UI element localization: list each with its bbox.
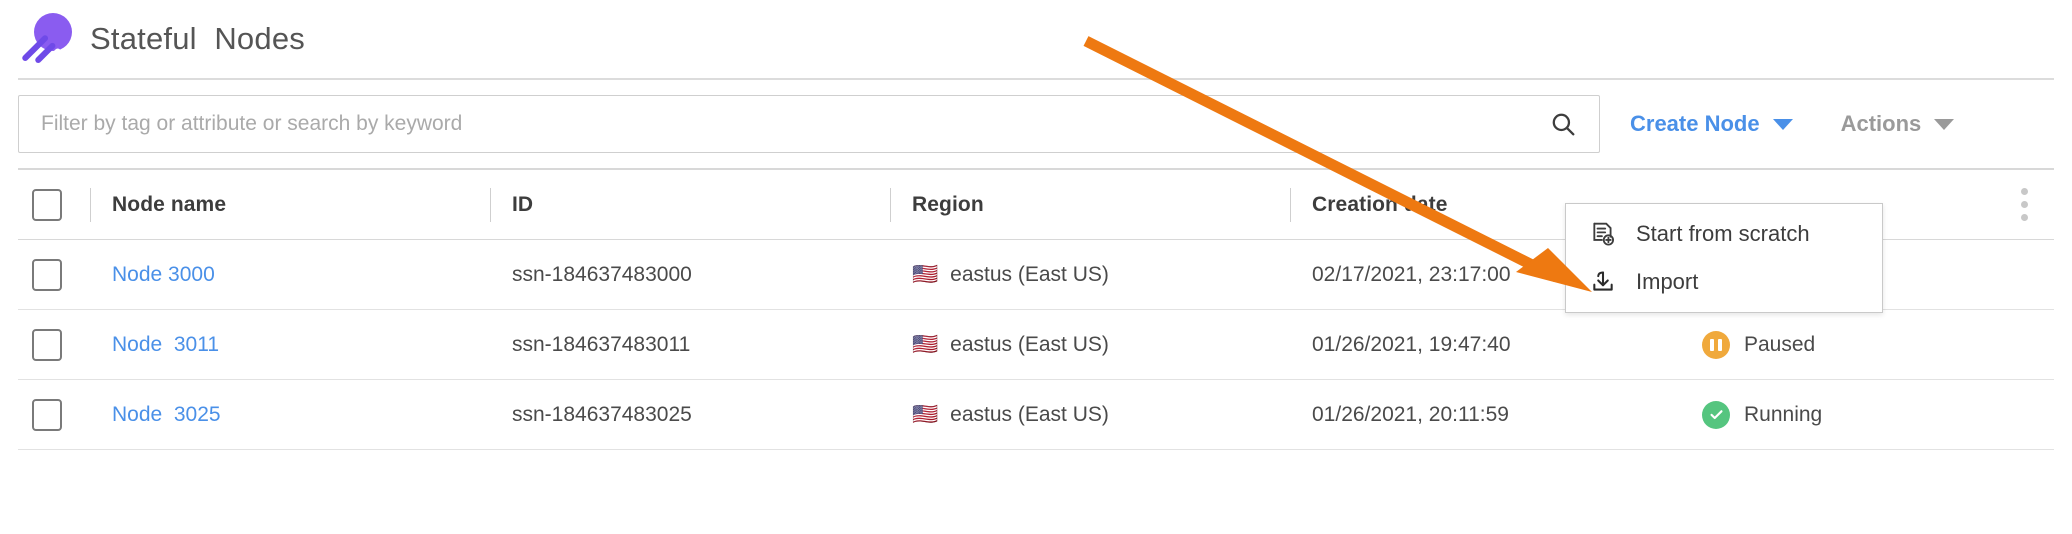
row-select-cell (18, 380, 90, 449)
header-divider (18, 78, 2054, 80)
menu-item-label: Import (1636, 269, 1699, 294)
cell-node-id: ssn-184637483025 (512, 402, 692, 426)
row-select-cell (18, 240, 90, 309)
import-icon (1588, 267, 1618, 297)
create-node-label: Create Node (1630, 111, 1760, 136)
more-options-icon[interactable] (2020, 188, 2028, 221)
chevron-down-icon (1934, 118, 1955, 130)
select-all-checkbox[interactable] (32, 188, 62, 221)
row-checkbox[interactable] (32, 398, 62, 431)
us-flag-icon: 🇺🇸 (912, 403, 939, 426)
column-header-region[interactable]: Region (890, 170, 1290, 239)
menu-item-import[interactable]: Import (1566, 258, 1882, 306)
chevron-down-icon (1772, 118, 1793, 130)
cell-node-id: ssn-184637483000 (512, 262, 692, 286)
search-icon[interactable] (1550, 111, 1576, 137)
status-badge: Running (1744, 402, 1823, 426)
status-running-icon (1702, 400, 1730, 429)
document-add-icon (1588, 219, 1618, 249)
comet-logo-icon (18, 10, 76, 68)
cell-region: 🇺🇸 eastus (East US) (912, 262, 1109, 286)
select-all-cell (18, 170, 90, 239)
page-header: Stateful Nodes (0, 0, 2072, 78)
cell-region: 🇺🇸 eastus (East US) (912, 402, 1109, 426)
row-options-cell (1994, 240, 2054, 309)
row-checkbox[interactable] (32, 328, 62, 361)
cell-node-name: Node 3011 (90, 310, 490, 379)
actions-button[interactable]: Actions (1841, 111, 1955, 137)
row-checkbox[interactable] (32, 258, 62, 291)
us-flag-icon: 🇺🇸 (912, 333, 939, 356)
us-flag-icon: 🇺🇸 (912, 263, 939, 286)
cell-node-id: ssn-184637483011 (512, 332, 691, 356)
nodes-table: Node name ID Region Creation date Node 3… (18, 168, 2054, 450)
row-options-cell (1994, 310, 2054, 379)
cell-region: 🇺🇸 eastus (East US) (912, 332, 1109, 356)
page-title: Stateful Nodes (90, 21, 305, 56)
actions-label: Actions (1840, 111, 1922, 136)
cell-creation-date: 01/26/2021, 19:47:40 (1312, 332, 1511, 356)
node-name-link[interactable]: Node 3011 (112, 332, 220, 356)
node-name-link[interactable]: Node 3000 (112, 262, 215, 286)
row-options-cell (1994, 380, 2054, 449)
cell-node-name: Node 3025 (90, 380, 490, 449)
cell-node-name: Node 3000 (90, 240, 490, 309)
status-paused-icon (1702, 330, 1730, 359)
search-field-wrapper (18, 95, 1600, 153)
table-row: Node 3025 ssn-184637483025 🇺🇸 eastus (Ea… (18, 380, 2054, 450)
table-options-cell (1994, 170, 2054, 239)
cell-status: Paused (1680, 310, 1994, 379)
menu-item-start-from-scratch[interactable]: Start from scratch (1566, 210, 1882, 258)
toolbar-actions: Create Node Actions (1630, 111, 1955, 137)
row-select-cell (18, 310, 90, 379)
status-badge: Paused (1744, 332, 1816, 356)
column-header-node-name[interactable]: Node name (90, 170, 490, 239)
node-name-link[interactable]: Node 3025 (112, 402, 221, 426)
column-header-id[interactable]: ID (490, 170, 890, 239)
cell-creation-date: 01/26/2021, 20:11:59 (1312, 402, 1509, 426)
create-node-button[interactable]: Create Node (1630, 111, 1793, 137)
search-input[interactable] (18, 95, 1600, 153)
menu-item-label: Start from scratch (1636, 221, 1810, 246)
toolbar: Create Node Actions (0, 80, 2072, 168)
create-node-dropdown-menu: Start from scratch Import (1565, 203, 1883, 313)
table-row: Node 3011 ssn-184637483011 🇺🇸 eastus (Ea… (18, 310, 2054, 380)
cell-status: Running (1680, 380, 1994, 449)
